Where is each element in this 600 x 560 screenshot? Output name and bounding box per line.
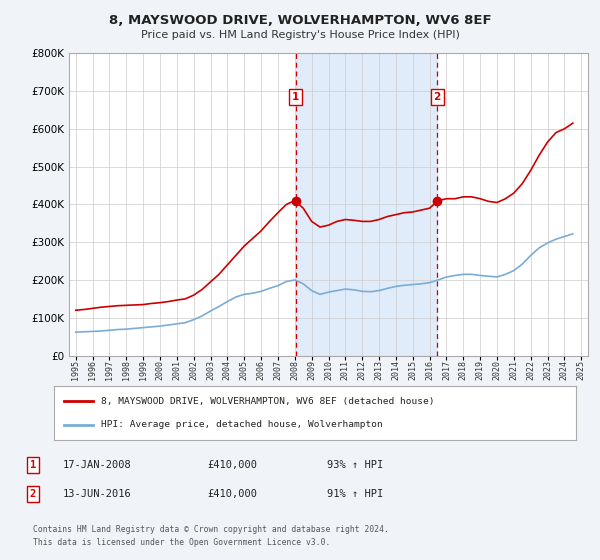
Text: 1995: 1995 [71,360,80,380]
Text: 2008: 2008 [290,360,299,380]
Text: 2010: 2010 [324,360,333,380]
Text: 91% ↑ HPI: 91% ↑ HPI [327,489,383,499]
Text: 2016: 2016 [425,360,434,380]
Text: 2000: 2000 [155,360,164,380]
Text: 2003: 2003 [206,360,215,380]
Text: 2002: 2002 [189,360,198,380]
Text: 2005: 2005 [240,360,249,380]
Text: 2001: 2001 [172,360,181,380]
Text: 2009: 2009 [307,360,316,380]
Bar [296,53,437,356]
Text: 2023: 2023 [543,360,552,380]
Text: 2: 2 [30,489,36,499]
Text: 93% ↑ HPI: 93% ↑ HPI [327,460,383,470]
Text: 1997: 1997 [105,360,114,380]
Text: £410,000: £410,000 [207,489,257,499]
Text: 17-JAN-2008: 17-JAN-2008 [63,460,132,470]
Text: 2019: 2019 [476,360,485,380]
Text: 1998: 1998 [122,360,131,380]
Text: 1996: 1996 [88,360,97,380]
Text: 2021: 2021 [509,360,518,380]
Text: Contains HM Land Registry data © Crown copyright and database right 2024.
This d: Contains HM Land Registry data © Crown c… [33,525,389,547]
Text: Price paid vs. HM Land Registry's House Price Index (HPI): Price paid vs. HM Land Registry's House … [140,30,460,40]
Text: £410,000: £410,000 [207,460,257,470]
Text: 2007: 2007 [274,360,283,380]
Text: 2014: 2014 [391,360,400,380]
Text: 1: 1 [30,460,36,470]
Text: HPI: Average price, detached house, Wolverhampton: HPI: Average price, detached house, Wolv… [101,420,383,429]
Text: 2013: 2013 [374,360,383,380]
Text: 2015: 2015 [408,360,417,380]
Text: 2004: 2004 [223,360,232,380]
Text: 2018: 2018 [459,360,468,380]
Text: 2024: 2024 [560,360,569,380]
Text: 2020: 2020 [493,360,502,380]
Text: 8, MAYSWOOD DRIVE, WOLVERHAMPTON, WV6 8EF (detached house): 8, MAYSWOOD DRIVE, WOLVERHAMPTON, WV6 8E… [101,397,434,406]
Text: 2025: 2025 [577,360,586,380]
Text: 2: 2 [434,92,441,102]
Text: 1: 1 [292,92,299,102]
Text: 2012: 2012 [358,360,367,380]
Text: 2022: 2022 [526,360,535,380]
Text: 8, MAYSWOOD DRIVE, WOLVERHAMPTON, WV6 8EF: 8, MAYSWOOD DRIVE, WOLVERHAMPTON, WV6 8E… [109,14,491,27]
Text: 2017: 2017 [442,360,451,380]
Text: 2011: 2011 [341,360,350,380]
Text: 1999: 1999 [139,360,148,380]
Text: 2006: 2006 [257,360,266,380]
Text: 13-JUN-2016: 13-JUN-2016 [63,489,132,499]
